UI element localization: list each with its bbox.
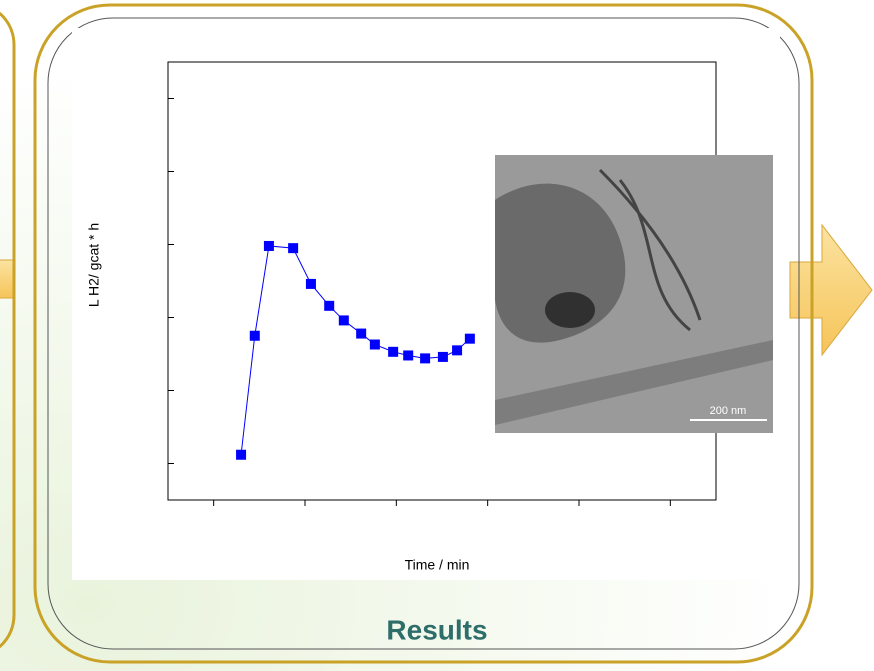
tem-cluster [545,292,595,328]
data-point [263,240,274,251]
tem-image: 200 nm [495,155,773,433]
data-point [356,328,367,339]
right-arrow [789,223,873,357]
panel-inner-border [47,17,800,650]
data-point [305,278,316,289]
tem-tubes [598,168,702,332]
data-point [249,330,260,341]
data-point [388,346,399,357]
y-axis-label: L H2/ gcat * h [86,223,102,307]
data-point [464,333,475,344]
data-point [338,315,349,326]
left-panel [0,11,16,649]
panel-border [33,3,814,664]
x-axis-label: Time / min [405,557,470,573]
section-title: Results [386,614,487,645]
scale-label: 200 nm [710,405,747,417]
data-point [236,449,247,460]
data-point [452,345,463,356]
data-point [324,300,335,311]
tem-fiber [495,340,773,425]
data-point [420,353,431,364]
data-point [403,350,414,361]
data-point [437,351,448,362]
data-point [288,243,299,254]
data-point [369,339,380,350]
